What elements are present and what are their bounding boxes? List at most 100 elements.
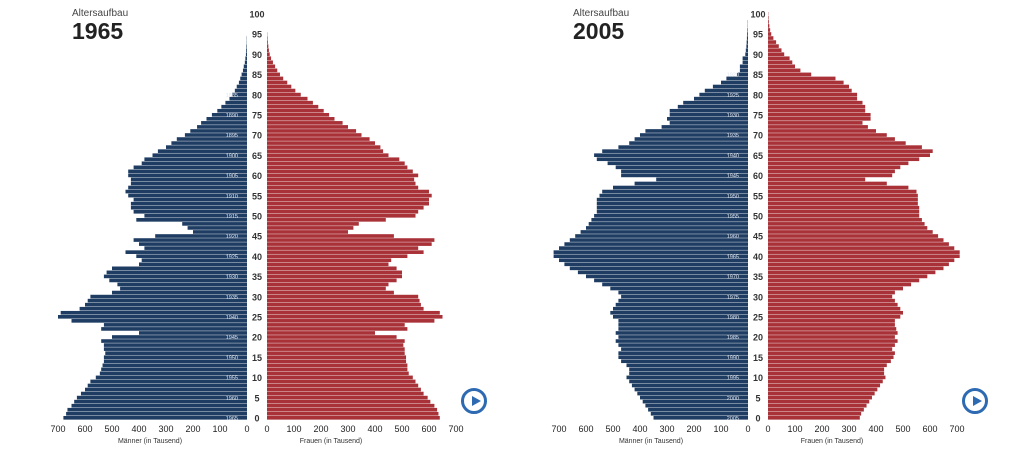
bar-male-age-4 xyxy=(642,399,748,404)
bar-female-age-1 xyxy=(267,411,439,416)
bar-female-age-50 xyxy=(768,213,920,218)
bar-male-age-46 xyxy=(580,230,748,234)
population-pyramid-2005: 0 5 10 15 20 25 30 35 40 45 50 55 60 65 70 75 80 85 90 95 10… xyxy=(551,10,964,446)
bar-male-age-8 xyxy=(631,383,748,388)
bar-male-age-82 xyxy=(712,84,748,89)
bar-female-age-10 xyxy=(768,375,886,380)
bar-female-age-8 xyxy=(267,383,419,388)
bar-male-age-51 xyxy=(596,209,748,214)
bar-male-age-86 xyxy=(242,68,247,73)
x-tick-label-female: 100 xyxy=(787,424,802,434)
bar-female-age-76 xyxy=(768,108,866,113)
bar-male-age-61 xyxy=(621,169,748,174)
bar-female-age-2 xyxy=(768,407,864,412)
bar-male-age-15 xyxy=(103,355,248,360)
age-tick-label: 75 xyxy=(252,111,262,121)
bar-male-age-77 xyxy=(221,104,247,109)
bar-female-age-31 xyxy=(267,290,394,295)
bar-male-age-57 xyxy=(613,185,748,190)
x-tick-label-male: 700 xyxy=(551,424,566,434)
birth-year-label: 1980 xyxy=(727,315,739,321)
play-icon[interactable] xyxy=(962,388,988,414)
bar-female-age-31 xyxy=(768,290,895,295)
bar-female-age-23 xyxy=(768,323,895,327)
bar-male-age-49 xyxy=(136,218,247,222)
bar-male-age-63 xyxy=(607,161,748,166)
bar-female-age-39 xyxy=(267,258,392,263)
bar-female-age-8 xyxy=(768,383,881,388)
bar-female-age-4 xyxy=(267,399,431,404)
bar-male-age-12 xyxy=(629,367,748,372)
bar-female-age-65 xyxy=(267,153,389,158)
bar-female-age-56 xyxy=(768,189,917,194)
bar-male-age-0 xyxy=(63,415,248,420)
x-tick-label-female: 100 xyxy=(286,424,301,434)
bar-female-age-55 xyxy=(768,193,918,198)
bar-male-age-73 xyxy=(669,121,748,125)
bar-female-age-81 xyxy=(768,88,852,93)
x-tick-label-male: 200 xyxy=(686,424,701,434)
bar-male-age-51 xyxy=(133,209,247,214)
bar-male-age-89 xyxy=(742,56,748,61)
bar-female-age-67 xyxy=(768,145,922,149)
bar-female-age-83 xyxy=(267,80,288,85)
age-tick-label: 95 xyxy=(252,30,262,40)
bar-male-age-48 xyxy=(588,222,748,226)
birth-year-label: 1900 xyxy=(226,153,238,159)
bar-female-age-72 xyxy=(267,125,348,129)
age-tick-label: 80 xyxy=(252,90,262,100)
bar-male-age-91 xyxy=(246,48,247,52)
bar-female-age-53 xyxy=(267,201,429,206)
bar-male-age-10 xyxy=(95,375,247,380)
bar-male-age-39 xyxy=(141,258,247,263)
age-tick-label: 100 xyxy=(750,10,765,20)
bar-male-age-32 xyxy=(120,286,247,291)
bar-male-age-3 xyxy=(71,403,247,408)
birth-year-label: 2005 xyxy=(727,416,739,422)
age-tick-label: 90 xyxy=(753,50,763,60)
bar-female-age-25 xyxy=(768,314,901,319)
bar-male-age-78 xyxy=(683,100,748,105)
bar-female-age-90 xyxy=(768,52,785,57)
bar-female-age-69 xyxy=(768,137,895,141)
bar-female-age-59 xyxy=(768,177,866,182)
age-tick-label: 5 xyxy=(254,393,259,403)
bar-female-age-64 xyxy=(267,157,400,162)
bar-female-age-41 xyxy=(768,250,960,254)
bar-male-age-5 xyxy=(76,395,248,400)
bar-female-age-22 xyxy=(267,327,408,331)
bar-female-age-60 xyxy=(768,173,893,178)
x-tick-label-female: 0 xyxy=(264,424,269,434)
birth-year-label: 1955 xyxy=(727,214,739,220)
birth-year-label: 1920 xyxy=(226,234,238,240)
bar-female-age-5 xyxy=(267,395,428,400)
bar-female-age-9 xyxy=(267,379,416,384)
bar-female-age-59 xyxy=(267,177,415,182)
bar-male-age-13 xyxy=(102,363,247,368)
bar-male-age-47 xyxy=(187,226,247,230)
bar-male-age-27 xyxy=(613,306,748,311)
bar-male-age-9 xyxy=(90,379,248,384)
age-tick-label: 75 xyxy=(753,111,763,121)
bar-male-age-77 xyxy=(677,104,748,109)
birth-year-label: 1910 xyxy=(226,194,238,200)
bar-female-age-11 xyxy=(267,371,409,376)
bar-female-age-52 xyxy=(768,205,920,210)
play-icon[interactable] xyxy=(461,388,487,414)
bar-male-age-80 xyxy=(699,92,748,97)
bar-female-age-88 xyxy=(267,60,273,65)
bar-female-age-21 xyxy=(768,331,898,335)
bar-male-age-28 xyxy=(615,302,748,307)
bar-male-age-37 xyxy=(569,266,748,271)
bar-female-age-34 xyxy=(267,278,397,283)
bar-male-age-60 xyxy=(128,173,247,178)
bar-female-age-84 xyxy=(267,76,284,81)
bar-male-age-34 xyxy=(109,278,247,283)
bar-female-age-33 xyxy=(267,282,389,287)
x-tick-label-female: 600 xyxy=(922,424,937,434)
x-tick-label-female: 300 xyxy=(841,424,856,434)
age-tick-label: 85 xyxy=(753,70,763,80)
bar-female-age-26 xyxy=(768,310,903,315)
age-tick-label: 25 xyxy=(753,313,763,323)
age-tick-label: 0 xyxy=(755,414,760,424)
